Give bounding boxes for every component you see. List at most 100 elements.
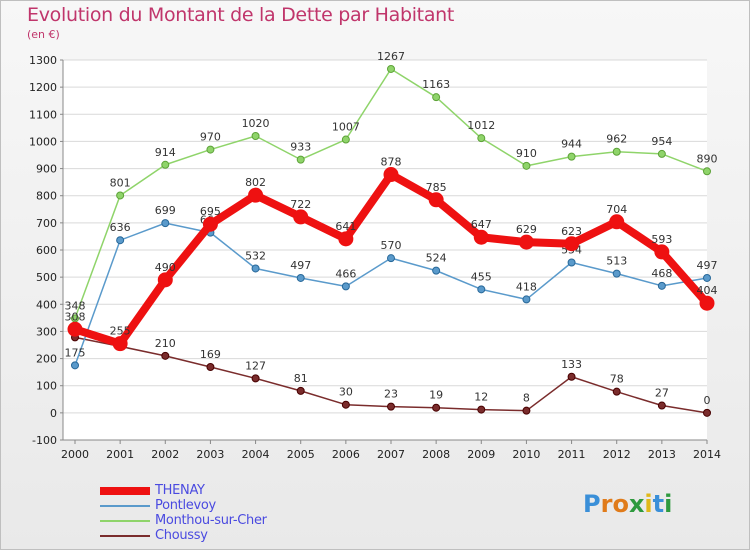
data-label-choussy: 8 — [523, 392, 530, 405]
data-label-pontlevoy: 175 — [65, 346, 86, 359]
data-point-choussy — [296, 386, 305, 395]
data-label-thenay: 593 — [651, 233, 672, 246]
data-point-choussy — [387, 402, 395, 411]
data-label-thenay: 623 — [561, 225, 582, 238]
data-point-pontlevoy — [71, 361, 79, 370]
data-label-monthou-sur-cher: 801 — [110, 176, 131, 189]
data-point-monthou-sur-cher — [657, 149, 666, 158]
data-label-pontlevoy: 532 — [245, 249, 266, 262]
data-label-choussy: 127 — [245, 359, 266, 372]
data-label-thenay: 704 — [606, 203, 627, 216]
data-point-pontlevoy — [341, 282, 350, 291]
data-label-thenay: 641 — [335, 220, 356, 233]
data-point-pontlevoy — [657, 281, 666, 290]
data-point-monthou-sur-cher — [387, 64, 395, 73]
data-point-choussy — [703, 408, 711, 417]
data-point-choussy — [161, 351, 170, 360]
x-tick-label: 2006 — [332, 448, 360, 461]
data-label-monthou-sur-cher: 962 — [606, 133, 627, 146]
data-label-choussy: 133 — [561, 358, 582, 371]
y-tick-label: 500 — [36, 271, 57, 284]
data-label-pontlevoy: 699 — [155, 204, 176, 217]
legend-label: Pontlevoy — [155, 498, 216, 513]
data-label-monthou-sur-cher: 1007 — [332, 121, 360, 134]
data-point-monthou-sur-cher — [612, 147, 621, 156]
data-point-thenay — [383, 167, 399, 183]
legend-label: Monthou-sur-Cher — [155, 513, 267, 528]
data-label-monthou-sur-cher: 954 — [651, 135, 672, 148]
data-point-thenay — [338, 231, 354, 247]
data-label-monthou-sur-cher: 1012 — [467, 119, 495, 132]
data-point-pontlevoy — [116, 236, 125, 245]
data-point-thenay — [609, 214, 625, 230]
y-tick-label: 1100 — [29, 108, 57, 121]
data-label-thenay: 647 — [471, 218, 492, 231]
data-label-monthou-sur-cher: 348 — [65, 299, 86, 312]
data-point-thenay — [473, 229, 489, 245]
data-point-thenay — [157, 272, 173, 288]
data-label-thenay: 695 — [200, 205, 221, 218]
y-tick-label: 0 — [50, 407, 57, 420]
chart-title: Evolution du Montant de la Dette par Hab… — [27, 4, 455, 26]
data-label-choussy: 23 — [384, 388, 398, 401]
y-tick-label: 900 — [36, 163, 57, 176]
data-point-thenay — [564, 236, 580, 252]
data-label-monthou-sur-cher: 914 — [155, 146, 176, 159]
data-label-thenay: 878 — [381, 156, 402, 169]
data-point-monthou-sur-cher — [161, 160, 170, 169]
data-point-pontlevoy — [612, 269, 621, 278]
data-label-monthou-sur-cher: 910 — [516, 147, 537, 160]
data-label-monthou-sur-cher: 944 — [561, 138, 582, 151]
data-point-monthou-sur-cher — [251, 132, 260, 140]
data-label-choussy: 0 — [704, 394, 711, 407]
data-label-choussy: 78 — [610, 373, 624, 386]
x-tick-label: 2013 — [648, 448, 676, 461]
data-point-choussy — [206, 362, 215, 371]
data-point-pontlevoy — [296, 273, 305, 282]
data-label-choussy: 27 — [655, 387, 669, 400]
data-label-monthou-sur-cher: 890 — [697, 152, 718, 165]
y-tick-label: 1300 — [29, 54, 57, 67]
data-label-thenay: 785 — [426, 181, 447, 194]
data-point-thenay — [67, 321, 83, 337]
data-label-thenay: 308 — [65, 310, 86, 323]
data-label-pontlevoy: 636 — [110, 221, 131, 234]
y-tick-label: 700 — [36, 217, 57, 230]
data-point-thenay — [428, 192, 444, 208]
data-label-thenay: 802 — [245, 176, 266, 189]
data-label-monthou-sur-cher: 970 — [200, 131, 221, 144]
data-point-thenay — [248, 187, 264, 203]
y-tick-label: 400 — [36, 298, 57, 311]
data-point-pontlevoy — [387, 254, 395, 263]
data-point-choussy — [432, 403, 441, 412]
x-tick-label: 2003 — [196, 448, 224, 461]
data-point-choussy — [657, 401, 666, 410]
data-label-monthou-sur-cher: 933 — [290, 141, 311, 154]
data-point-monthou-sur-cher — [206, 145, 215, 154]
data-point-monthou-sur-cher — [116, 191, 125, 200]
data-label-pontlevoy: 513 — [606, 255, 627, 268]
data-label-choussy: 30 — [339, 386, 353, 399]
data-point-thenay — [654, 244, 670, 260]
legend-label: THENAY — [155, 483, 205, 498]
data-point-choussy — [612, 387, 621, 396]
data-label-pontlevoy: 497 — [290, 259, 311, 272]
data-label-thenay: 404 — [697, 284, 718, 297]
data-label-pontlevoy: 570 — [381, 239, 402, 252]
y-tick-label: 300 — [36, 325, 57, 338]
x-tick-label: 2011 — [558, 448, 586, 461]
legend-swatch — [100, 535, 150, 537]
x-tick-label: 2010 — [512, 448, 540, 461]
y-tick-label: 200 — [36, 353, 57, 366]
data-point-pontlevoy — [432, 266, 441, 275]
data-label-choussy: 12 — [474, 391, 488, 404]
data-point-choussy — [567, 372, 576, 381]
data-point-choussy — [522, 406, 531, 415]
y-tick-label: 600 — [36, 244, 57, 257]
data-point-choussy — [341, 400, 350, 409]
data-label-monthou-sur-cher: 1267 — [377, 50, 405, 63]
data-label-thenay: 722 — [290, 198, 311, 211]
data-point-monthou-sur-cher — [296, 155, 305, 164]
data-label-monthou-sur-cher: 1020 — [242, 117, 270, 130]
